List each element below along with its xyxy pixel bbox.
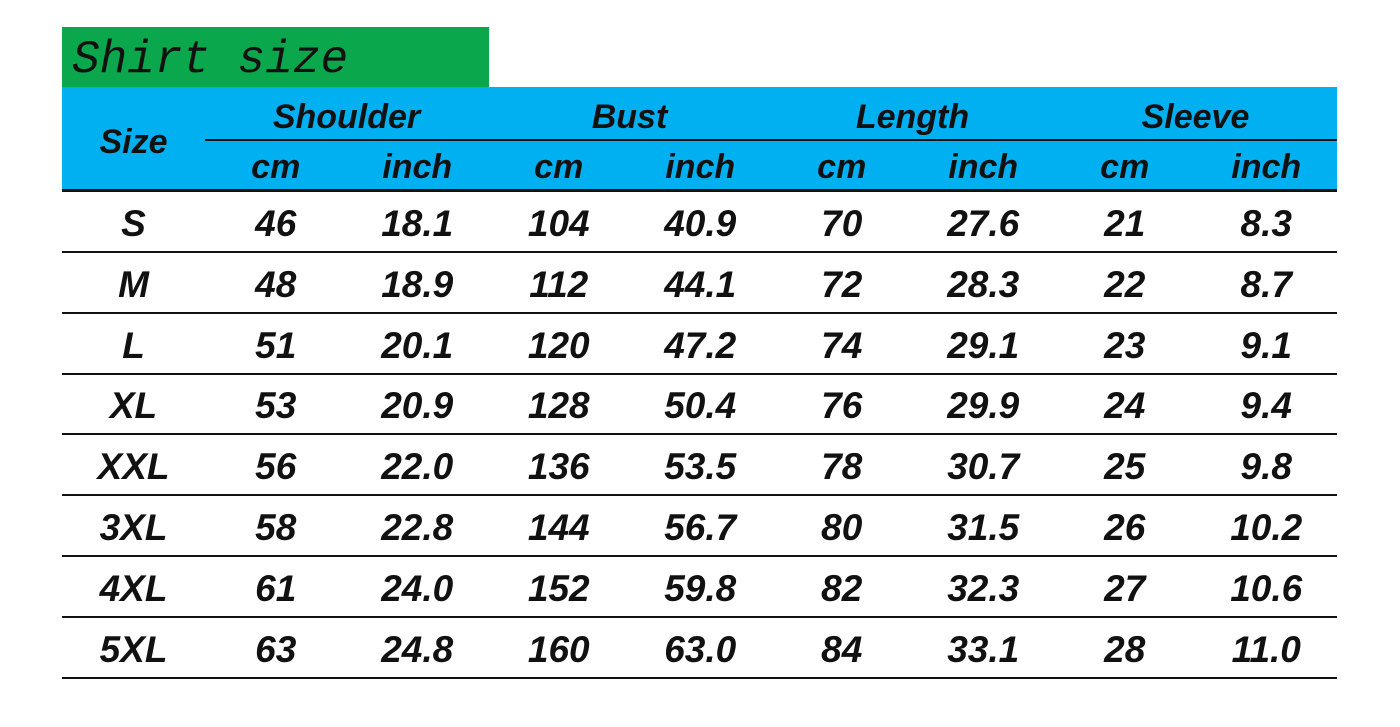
- value-cell: 8.7: [1240, 263, 1292, 305]
- table-header: Size Shoulder Bust Length Sleeve cm inch cm inc…: [62, 87, 1337, 192]
- value-cell: 46: [255, 203, 297, 244]
- value-cell: 9.8: [1240, 446, 1292, 488]
- value-cell: 53.5: [664, 446, 737, 488]
- table-row: 5XL 63 24.8 160 63.0 84 33.1 28 11.0: [62, 618, 1337, 679]
- value-cell: 8.3: [1240, 203, 1292, 244]
- value-cell: 29.1: [947, 324, 1020, 366]
- value-cell: 44.1: [664, 263, 737, 305]
- header-unit: inch: [1231, 148, 1302, 186]
- value-cell: 30.7: [947, 446, 1020, 488]
- value-cell: 18.1: [381, 203, 454, 244]
- value-cell: 61: [255, 567, 297, 609]
- value-cell: 32.3: [947, 567, 1020, 609]
- value-cell: 120: [527, 324, 590, 366]
- value-cell: 18.9: [381, 263, 454, 305]
- value-cell: 104: [527, 203, 590, 244]
- value-cell: 40.9: [664, 203, 737, 244]
- header-unit: cm: [534, 148, 584, 186]
- table-row: 4XL 61 24.0 152 59.8 82 32.3 27 10.6: [62, 557, 1337, 618]
- value-cell: 72: [821, 263, 863, 305]
- value-cell: 53: [255, 385, 297, 427]
- value-cell: 28: [1104, 628, 1146, 670]
- value-cell: 33.1: [947, 628, 1020, 670]
- value-cell: 9.4: [1240, 385, 1292, 427]
- table-row: S 46 18.1 104 40.9 70 27.6 21 8.3: [62, 192, 1337, 253]
- value-cell: 47.2: [664, 324, 737, 366]
- title-text: Shirt size: [72, 34, 349, 86]
- size-cell: M: [118, 263, 149, 305]
- value-cell: 70: [821, 203, 863, 244]
- header-group-sleeve: Sleeve: [1141, 98, 1250, 136]
- table-title: Shirt size: [62, 27, 489, 87]
- value-cell: 74: [821, 324, 863, 366]
- value-cell: 56: [255, 446, 297, 488]
- header-group-length: Length: [855, 98, 970, 136]
- value-cell: 78: [821, 446, 863, 488]
- value-cell: 51: [255, 324, 297, 366]
- table-row: M 48 18.9 112 44.1 72 28.3 22 8.7: [62, 253, 1337, 314]
- table-row: XL 53 20.9 128 50.4 76 29.9 24 9.4: [62, 374, 1337, 436]
- value-cell: 152: [527, 567, 590, 609]
- value-cell: 128: [527, 385, 590, 427]
- value-cell: 11.0: [1231, 628, 1301, 670]
- value-cell: 20.9: [381, 385, 454, 427]
- size-cell: 3XL: [99, 507, 168, 548]
- value-cell: 28.3: [947, 263, 1020, 305]
- value-cell: 50.4: [664, 385, 737, 427]
- value-cell: 160: [527, 628, 590, 670]
- value-cell: 24.8: [381, 628, 454, 670]
- value-cell: 24.0: [381, 567, 454, 609]
- value-cell: 56.7: [664, 507, 737, 548]
- header-unit: inch: [948, 148, 1019, 186]
- value-cell: 10.2: [1230, 507, 1303, 548]
- size-cell: 5XL: [99, 628, 168, 670]
- size-cell: L: [122, 324, 145, 366]
- value-cell: 26: [1104, 507, 1146, 548]
- value-cell: 80: [821, 507, 863, 548]
- header-unit: cm: [1100, 148, 1150, 186]
- value-cell: 59.8: [664, 567, 737, 609]
- size-cell: XXL: [97, 446, 170, 488]
- value-cell: 27.6: [947, 203, 1020, 244]
- header-group-shoulder: Shoulder: [272, 98, 421, 136]
- value-cell: 24: [1104, 385, 1146, 427]
- value-cell: 22.0: [381, 446, 454, 488]
- value-cell: 84: [821, 628, 863, 670]
- header-unit: cm: [817, 148, 867, 186]
- value-cell: 21: [1104, 203, 1146, 244]
- size-cell: S: [121, 203, 146, 244]
- value-cell: 31.5: [947, 507, 1020, 548]
- value-cell: 112: [529, 263, 589, 305]
- value-cell: 144: [527, 507, 590, 548]
- value-cell: 10.6: [1230, 567, 1303, 609]
- value-cell: 9.1: [1240, 324, 1292, 366]
- value-cell: 136: [527, 446, 590, 488]
- value-cell: 20.1: [381, 324, 454, 366]
- value-cell: 82: [821, 567, 863, 609]
- value-cell: 58: [255, 507, 297, 548]
- header-unit: cm: [251, 148, 301, 186]
- table-row: 3XL 58 22.8 144 56.7 80 31.5 26 10.2: [62, 496, 1337, 557]
- header-divider: [205, 139, 1337, 141]
- value-cell: 48: [255, 263, 297, 305]
- size-cell: 4XL: [99, 567, 168, 609]
- table-row: XXL 56 22.0 136 53.5 78 30.7 25 9.8: [62, 435, 1337, 497]
- value-cell: 22: [1104, 263, 1146, 305]
- value-cell: 63.0: [664, 628, 737, 670]
- header-unit: inch: [382, 148, 453, 186]
- header-size: Size: [99, 123, 168, 161]
- value-cell: 76: [821, 385, 863, 427]
- value-cell: 23: [1104, 324, 1146, 366]
- value-cell: 63: [255, 628, 297, 670]
- value-cell: 27: [1104, 567, 1146, 609]
- size-cell: XL: [109, 385, 158, 427]
- value-cell: 25: [1104, 446, 1146, 488]
- header-unit: inch: [665, 148, 736, 186]
- value-cell: 22.8: [381, 507, 454, 548]
- value-cell: 29.9: [947, 385, 1020, 427]
- header-group-bust: Bust: [591, 98, 668, 136]
- table-row: L 51 20.1 120 47.2 74 29.1 23 9.1: [62, 314, 1337, 375]
